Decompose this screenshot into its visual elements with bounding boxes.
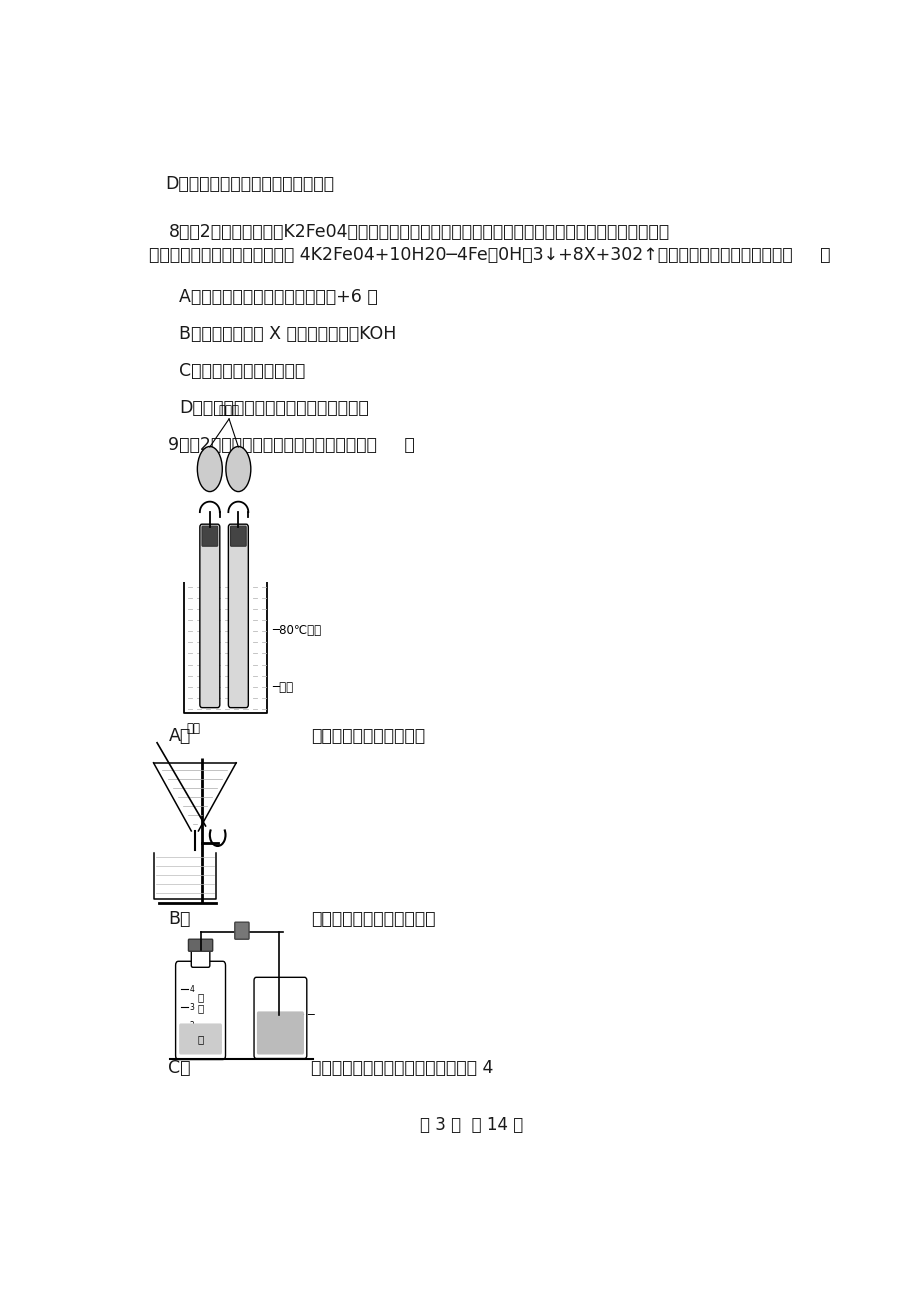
Text: 它与水发生反应的化学方程式为 4K2Fe04+10H20─4Fe（0H）3↓+8X+302↑，下列有关说法中错误的是（     ）: 它与水发生反应的化学方程式为 4K2Fe04+10H20─4Fe（0H）3↓+8…	[149, 246, 830, 263]
FancyBboxPatch shape	[231, 526, 246, 547]
FancyBboxPatch shape	[188, 939, 212, 952]
Text: 实验后进入集气瓶中的水约达到刻度 4: 实验后进入集气瓶中的水约达到刻度 4	[311, 1059, 493, 1077]
Text: 2: 2	[189, 1021, 194, 1030]
Text: 3: 3	[189, 1003, 194, 1012]
Text: ─80℃热水: ─80℃热水	[272, 624, 322, 637]
Text: 水: 水	[198, 1035, 203, 1044]
FancyBboxPatch shape	[254, 978, 306, 1059]
FancyBboxPatch shape	[256, 1012, 303, 1055]
Text: B．: B．	[168, 910, 190, 928]
FancyBboxPatch shape	[202, 526, 218, 547]
Text: 1: 1	[189, 1039, 194, 1048]
Text: B．化学方程式中 X 的化学方程式为KOH: B．化学方程式中 X 的化学方程式为KOH	[179, 324, 396, 342]
Text: A．高铁酸钾中铁元素的化合价是+6 价: A．高铁酸钾中铁元素的化合价是+6 价	[179, 288, 378, 306]
FancyBboxPatch shape	[176, 961, 225, 1060]
Text: 9．（2分）下列对应的实验叙述正确的是（     ）: 9．（2分）下列对应的实验叙述正确的是（ ）	[168, 436, 414, 454]
FancyBboxPatch shape	[228, 525, 248, 708]
FancyBboxPatch shape	[191, 945, 210, 967]
Ellipse shape	[198, 447, 222, 492]
FancyBboxPatch shape	[234, 922, 249, 939]
Text: D．高铁酸钾可用于游泳池水的再生使用: D．高铁酸钾可用于游泳池水的再生使用	[179, 398, 369, 417]
Text: 4: 4	[189, 984, 194, 993]
Text: 玻棒的一端应靠在漏斗右边: 玻棒的一端应靠在漏斗右边	[311, 910, 435, 928]
Text: C．高铁酸钾中含有单质铁: C．高铁酸钾中含有单质铁	[179, 362, 305, 380]
Text: D．乙中含有两种或两种以上的元素: D．乙中含有两种或两种以上的元素	[165, 176, 334, 193]
Text: C．: C．	[168, 1059, 191, 1077]
Text: 白磷: 白磷	[186, 721, 200, 734]
Text: ─红磷: ─红磷	[272, 681, 293, 694]
Text: 8．（2分）高铁酸钾（K2Fe04）是一种具有氧化、吸附、凝聚、杀菌等功能的新型、高效水处理剂，: 8．（2分）高铁酸钾（K2Fe04）是一种具有氧化、吸附、凝聚、杀菌等功能的新型…	[168, 224, 669, 241]
FancyBboxPatch shape	[199, 525, 220, 708]
Text: A．: A．	[168, 727, 190, 745]
Text: ─: ─	[306, 1009, 313, 1019]
Text: 第 3 页  共 14 页: 第 3 页 共 14 页	[419, 1116, 523, 1134]
Text: 红
磷: 红 磷	[198, 992, 203, 1013]
Text: 热水的作用只是提供热量: 热水的作用只是提供热量	[311, 727, 425, 745]
Ellipse shape	[226, 447, 251, 492]
FancyBboxPatch shape	[179, 1023, 221, 1055]
Text: 瘪气球: 瘪气球	[219, 404, 239, 417]
